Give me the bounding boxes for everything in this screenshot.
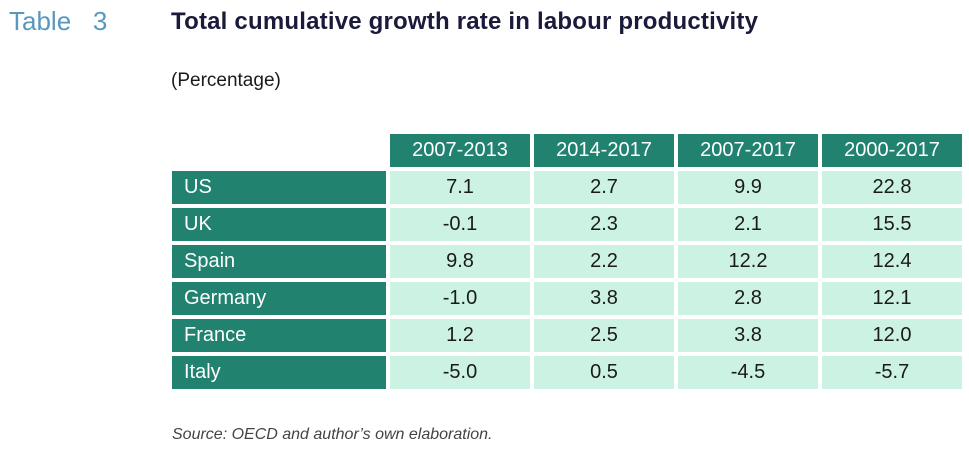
- table-title: Total cumulative growth rate in labour p…: [171, 8, 759, 35]
- table-cell: 2.2: [534, 245, 674, 278]
- table-cell: 15.5: [822, 208, 962, 241]
- table-cell: 9.9: [678, 171, 818, 204]
- row-header: Italy: [172, 356, 386, 389]
- table-cell: 12.1: [822, 282, 962, 315]
- row-header: France: [172, 319, 386, 352]
- column-header: 2007-2013: [390, 134, 530, 167]
- row-header: UK: [172, 208, 386, 241]
- table-cell: 7.1: [390, 171, 530, 204]
- source-note: Source: OECD and author’s own elaboratio…: [172, 426, 493, 443]
- column-header: 2000-2017: [822, 134, 962, 167]
- header-row: 2007-2013 2014-2017 2007-2017 2000-2017: [172, 134, 962, 167]
- table-cell: 22.8: [822, 171, 962, 204]
- table-cell: 2.3: [534, 208, 674, 241]
- table-row: France 1.2 2.5 3.8 12.0: [172, 319, 962, 352]
- table-cell: -1.0: [390, 282, 530, 315]
- table-cell: -4.5: [678, 356, 818, 389]
- productivity-table: 2007-2013 2014-2017 2007-2017 2000-2017 …: [168, 130, 966, 393]
- table-cell: 0.5: [534, 356, 674, 389]
- table-cell: 12.4: [822, 245, 962, 278]
- table-number-label: Table 3: [9, 6, 108, 36]
- table-row: US 7.1 2.7 9.9 22.8: [172, 171, 962, 204]
- table-row: Spain 9.8 2.2 12.2 12.4: [172, 245, 962, 278]
- column-header: 2007-2017: [678, 134, 818, 167]
- corner-cell: [172, 134, 386, 167]
- table-cell: 3.8: [678, 319, 818, 352]
- table-cell: 1.2: [390, 319, 530, 352]
- table-cell: -5.0: [390, 356, 530, 389]
- table-cell: 12.0: [822, 319, 962, 352]
- table-row: Italy -5.0 0.5 -4.5 -5.7: [172, 356, 962, 389]
- table-row: Germany -1.0 3.8 2.8 12.1: [172, 282, 962, 315]
- table-cell: -5.7: [822, 356, 962, 389]
- table-cell: 3.8: [534, 282, 674, 315]
- table-cell: 2.5: [534, 319, 674, 352]
- table-cell: 2.7: [534, 171, 674, 204]
- row-header: Spain: [172, 245, 386, 278]
- column-header: 2014-2017: [534, 134, 674, 167]
- row-header: Germany: [172, 282, 386, 315]
- table-cell: 9.8: [390, 245, 530, 278]
- table-cell: -0.1: [390, 208, 530, 241]
- table-cell: 2.8: [678, 282, 818, 315]
- table-subtitle: (Percentage): [171, 70, 281, 91]
- table-cell: 12.2: [678, 245, 818, 278]
- table-cell: 2.1: [678, 208, 818, 241]
- table-row: UK -0.1 2.3 2.1 15.5: [172, 208, 962, 241]
- row-header: US: [172, 171, 386, 204]
